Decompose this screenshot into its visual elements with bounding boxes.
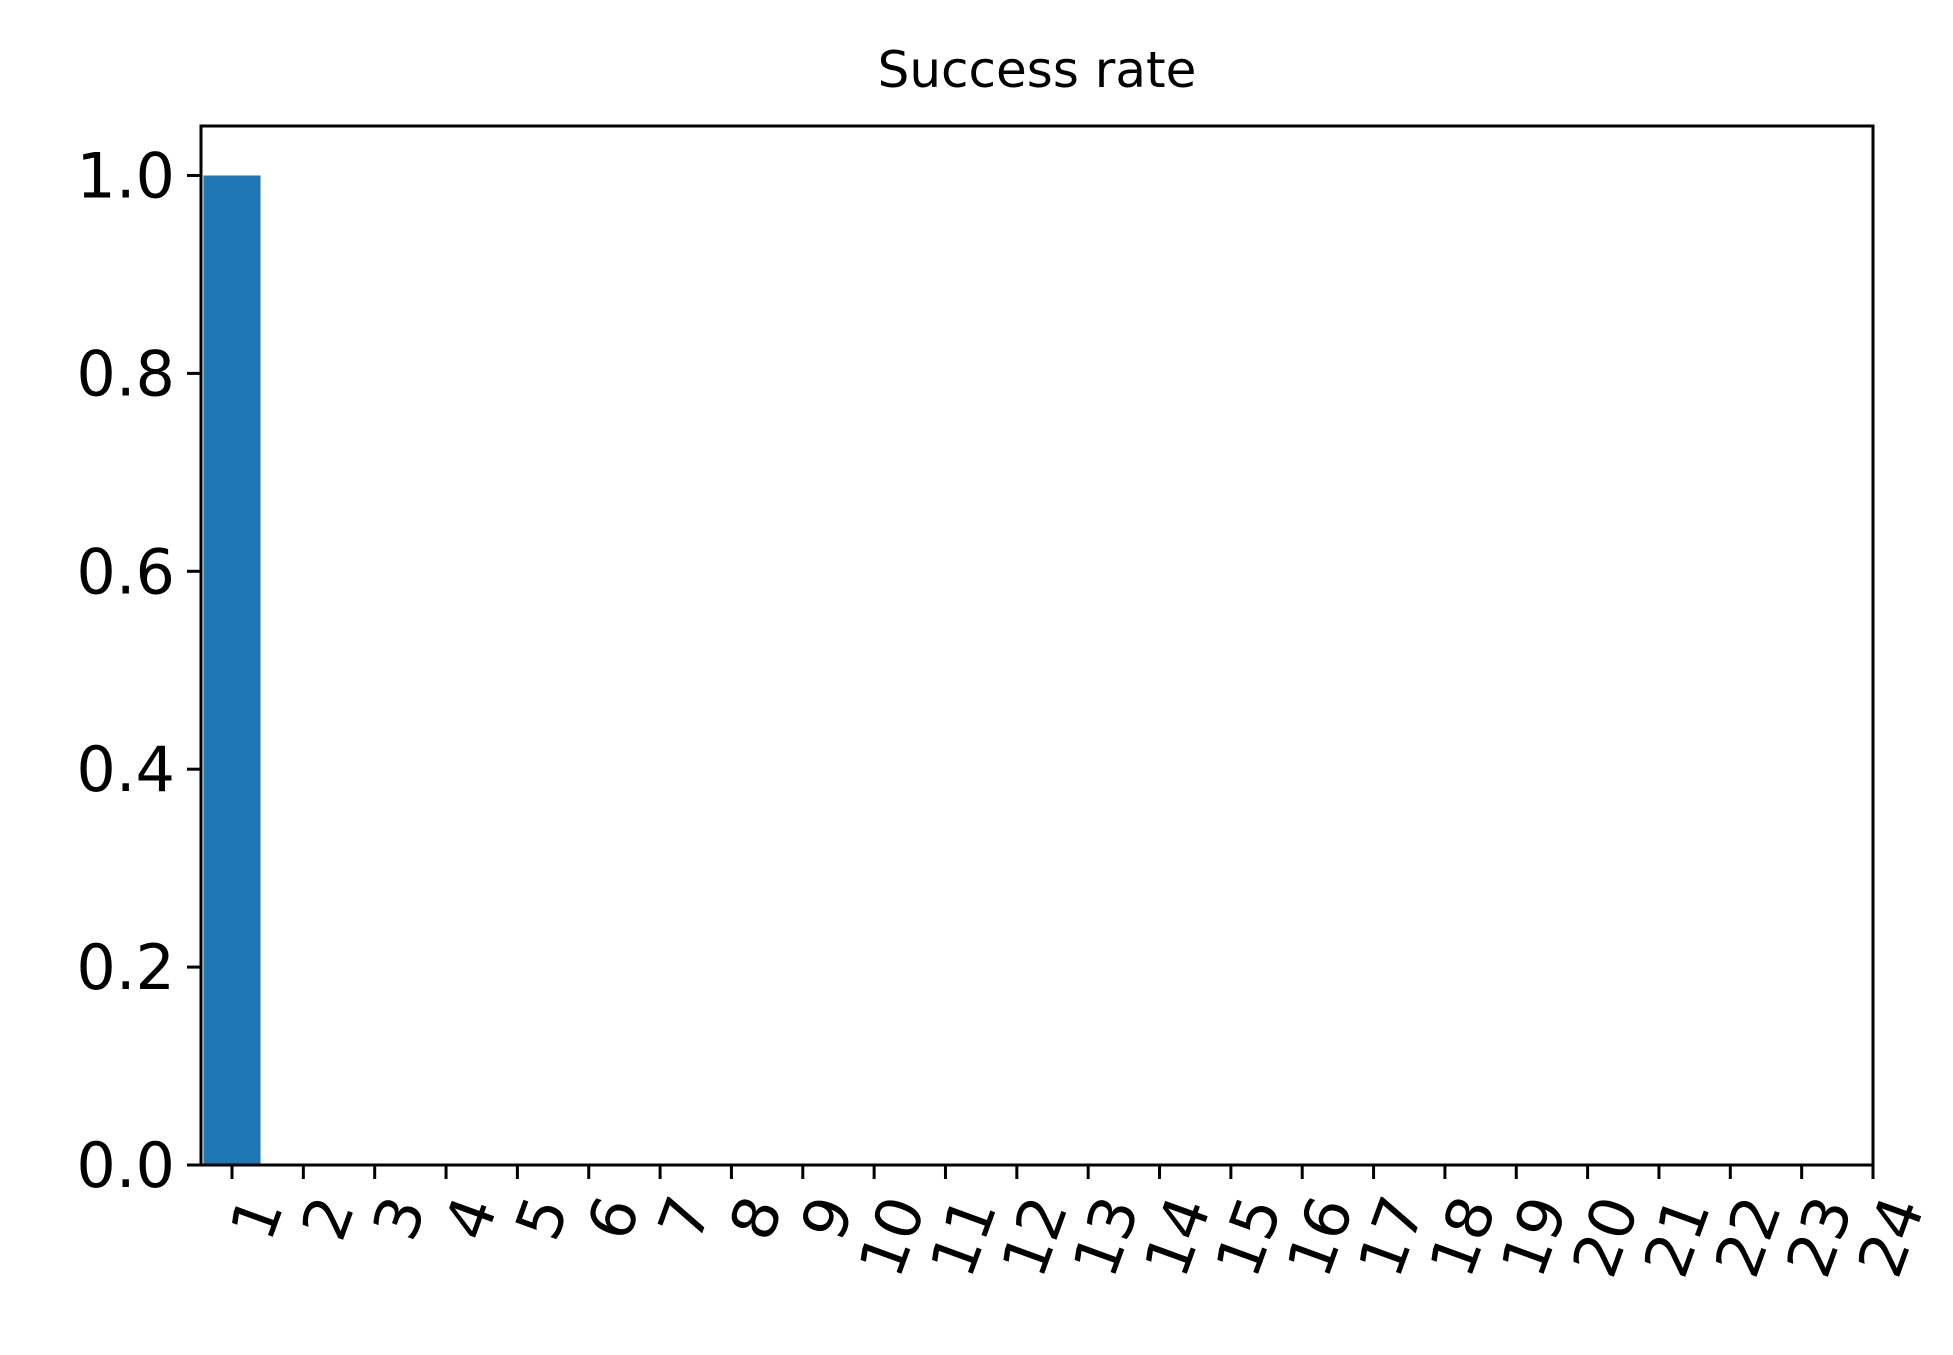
ticks-layer [187,173,1875,1179]
chart-title: Success rate [878,41,1197,99]
y-tick-label: 0.0 [76,1129,175,1202]
plot-frame [199,124,1875,1167]
y-tick-label: 1.0 [76,139,175,212]
y-tick-label: 0.4 [76,733,175,806]
y-tick-label: 0.2 [76,931,175,1004]
y-tick-label: 0.6 [76,535,175,608]
y-tick-label: 0.8 [76,337,175,410]
bar-1 [203,175,261,1166]
bars-layer [203,175,261,1166]
